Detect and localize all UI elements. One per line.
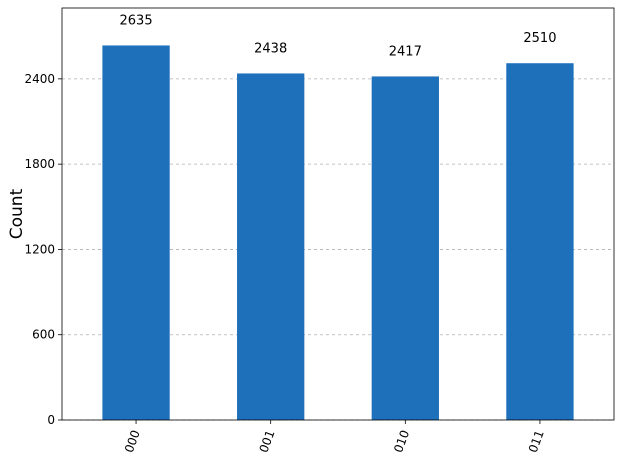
bar [102, 45, 170, 421]
x-tick-label: 011 [526, 428, 547, 454]
value-label: 2510 [523, 31, 556, 46]
x-tick-label: 001 [257, 428, 278, 454]
y-tick-label: 1200 [24, 242, 55, 256]
x-tick-label: 010 [391, 428, 412, 454]
bar [371, 76, 439, 421]
y-tick-label: 0 [47, 413, 55, 427]
y-tick-label: 1800 [24, 157, 55, 171]
y-axis-label: Count [7, 188, 27, 239]
y-tick-label: 600 [32, 328, 55, 342]
bar [237, 73, 305, 421]
bar [506, 63, 574, 421]
x-tick-label: 000 [122, 428, 143, 454]
value-label: 2635 [120, 13, 153, 28]
value-label: 2417 [389, 44, 422, 59]
value-label: 2438 [254, 41, 287, 56]
axes-frame [61, 7, 615, 421]
y-tick-label: 2400 [24, 72, 55, 86]
